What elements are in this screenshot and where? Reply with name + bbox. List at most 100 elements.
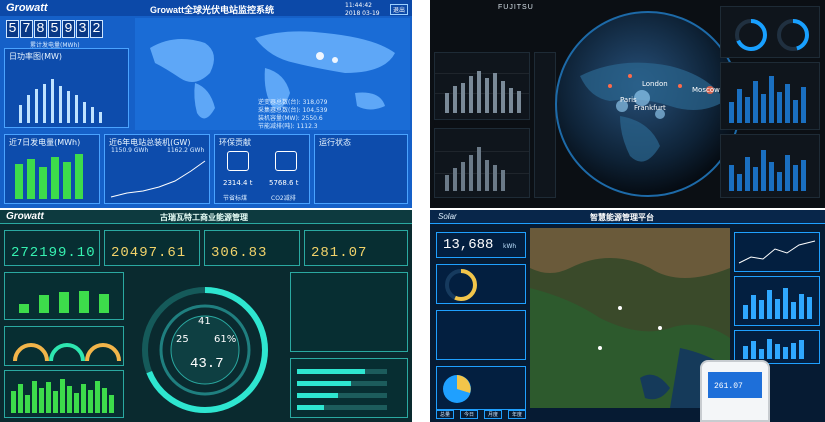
bar (801, 159, 806, 191)
bar (75, 154, 83, 199)
panel-title: 日功率图(MW) (9, 52, 63, 61)
bars (741, 337, 813, 359)
stats-list: 逆变器总数(台): 318,079 采集器总数(台): 104,539 装机容量… (258, 99, 327, 131)
growatt-global-dashboard: Growatt Growatt全球光伏电站监控系统 11:44:42 2018 … (0, 0, 412, 208)
progress-track (297, 381, 387, 386)
fujitsu-logo: FUJITSU (498, 4, 534, 11)
bar (767, 290, 772, 319)
bar (74, 393, 79, 413)
bar (785, 84, 790, 123)
phone-value: 261.07 (714, 382, 743, 391)
bar (745, 97, 750, 123)
center-ring (142, 287, 268, 413)
stat-line: 逆变器总数(台): 318,079 (258, 99, 328, 106)
bar (469, 154, 473, 191)
bar (775, 298, 780, 319)
gauge-panel (4, 326, 124, 366)
bar (19, 104, 22, 123)
phone-mockup: 261.07 (700, 360, 770, 422)
bar (59, 292, 69, 313)
digit: 8 (34, 20, 47, 38)
coal-label: 节省标煤 (223, 195, 248, 202)
right-bar-panel-1 (734, 276, 820, 326)
bar (501, 80, 505, 113)
tab-total[interactable]: 总量 (436, 410, 455, 419)
value-card: 20497.61 (104, 230, 200, 266)
left-chart-2 (434, 128, 530, 198)
factory-icon (275, 151, 297, 171)
bar (743, 345, 748, 359)
digit: 5 (48, 20, 61, 38)
bar (501, 170, 505, 191)
gauge-panel (720, 6, 820, 58)
bar (27, 95, 30, 123)
bar (79, 290, 89, 313)
bar (753, 81, 758, 123)
bar (775, 343, 780, 359)
center-top-value: 41 (198, 316, 211, 327)
capacity-value-2: 1162.2 GWh (167, 147, 205, 154)
bar (53, 391, 58, 413)
right-progress-panel (290, 358, 408, 418)
center-left-value: 25 (176, 334, 189, 345)
right-chart-2 (720, 134, 820, 198)
bar (793, 164, 798, 191)
bar (759, 349, 764, 359)
ring-gauge (445, 269, 477, 301)
world-map (135, 18, 410, 130)
fujitsu-globe-dashboard: FUJITSU (430, 0, 825, 208)
bar (783, 346, 788, 359)
center-right-value: 61% (214, 334, 237, 345)
bar (81, 384, 86, 413)
bar (517, 90, 521, 113)
stat-line: 采集器总数(台): 104,539 (258, 107, 328, 114)
bar (751, 295, 756, 319)
bar (461, 162, 465, 191)
bar (67, 90, 70, 123)
tab-year[interactable]: 年度 (508, 410, 527, 419)
icon-widget (436, 310, 526, 360)
bar (46, 382, 51, 413)
bar (801, 86, 806, 123)
bars (9, 377, 119, 413)
bar (729, 102, 734, 123)
tab-month[interactable]: 月度 (484, 410, 503, 419)
pie-widget (436, 366, 526, 410)
bar (785, 155, 790, 191)
stat-line: 装机容量(MW): 2550.6 (258, 115, 323, 122)
bar (102, 387, 107, 413)
line-chart (738, 240, 816, 264)
digit: 3 (76, 20, 89, 38)
gauge-rings (735, 19, 809, 51)
bar (767, 339, 772, 359)
bar (477, 70, 481, 113)
exit-button[interactable]: 退出 (390, 4, 409, 15)
bar (493, 165, 497, 191)
right-chart-1 (720, 62, 820, 130)
bar (43, 83, 46, 123)
daily-power-bars (11, 77, 122, 123)
value-card: 272199.10 (4, 230, 100, 266)
bar (469, 75, 473, 113)
bar (493, 73, 497, 113)
co2-label: CO2减排 (271, 195, 296, 202)
city-label-london: London (642, 80, 668, 88)
panel-title: 近6年电站总装机(GW) (109, 138, 191, 147)
bar (737, 174, 742, 191)
left-chart-1 (434, 52, 530, 120)
panel-title: 环保贡献 (219, 138, 251, 147)
tab-today[interactable]: 今日 (460, 410, 479, 419)
weekly-bars (11, 149, 93, 199)
bar (67, 386, 72, 413)
center-big-value: 43.7 (190, 356, 224, 372)
globe (555, 11, 741, 197)
bar (737, 89, 742, 123)
ring-widget (436, 264, 526, 304)
counter-value: 13,688 (443, 237, 494, 253)
coal-saved: 2314.4 t (223, 179, 253, 187)
counter-unit: kWh (503, 243, 517, 250)
page-title: 智慧能源管理平台 (590, 213, 654, 222)
right-info-panel (290, 272, 408, 352)
value: 20497.61 (111, 245, 187, 261)
bar (59, 86, 62, 123)
